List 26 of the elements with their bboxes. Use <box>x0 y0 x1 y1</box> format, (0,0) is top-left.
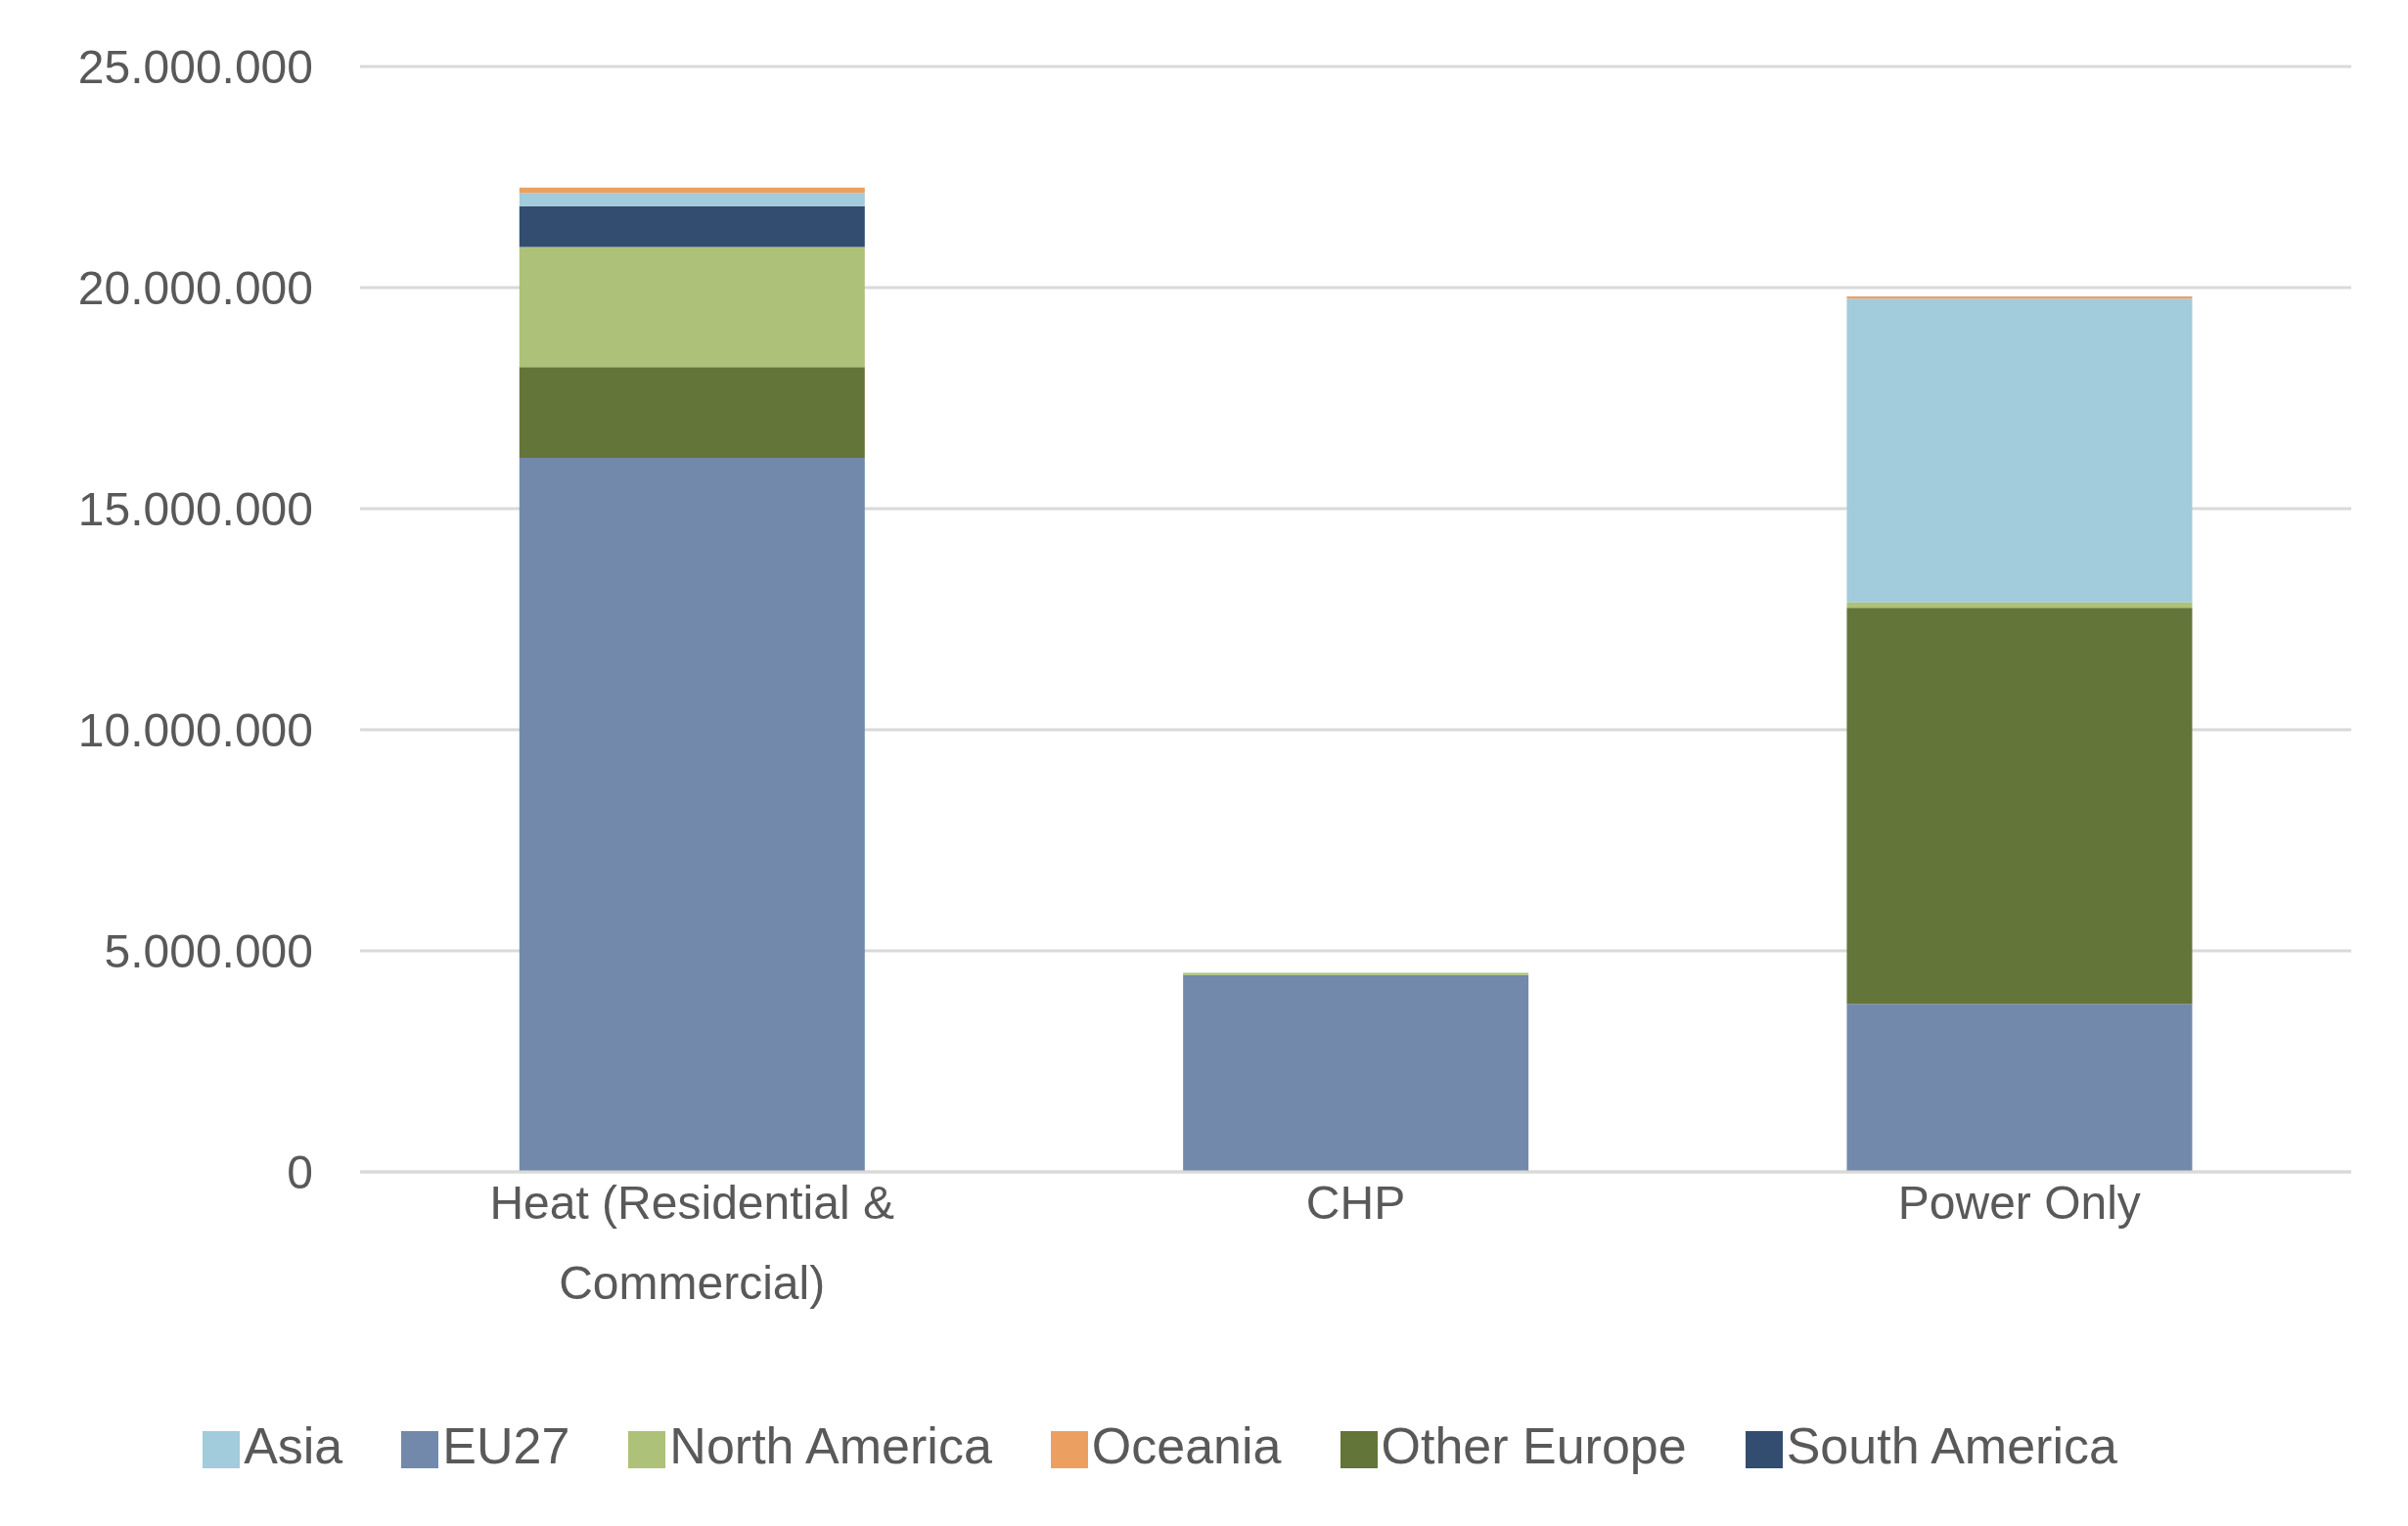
bar <box>1846 607 2193 1005</box>
y-tick-label: 0 <box>287 1146 313 1199</box>
bar <box>519 193 865 206</box>
y-tick-label: 5.000.000 <box>104 925 313 978</box>
bar <box>1846 602 2193 608</box>
x-tick-label: Heat (Residential & Commercial) <box>489 1177 894 1309</box>
y-tick-label: 15.000.000 <box>77 483 313 536</box>
legend-label: South America <box>1786 1417 2117 1474</box>
bar <box>519 247 865 368</box>
bar <box>519 458 865 1172</box>
bar <box>1846 1004 2193 1172</box>
x-tick-label: CHP <box>1305 1177 1406 1229</box>
x-tick-label: Power Only <box>1897 1177 2141 1229</box>
legend-label: Oceania <box>1091 1417 1282 1474</box>
bar <box>1846 298 2193 603</box>
bar <box>1183 974 1529 1172</box>
legend-label: Asia <box>244 1417 343 1474</box>
bar <box>519 367 865 459</box>
y-tick-label: 10.000.000 <box>77 704 313 757</box>
bar <box>519 187 865 194</box>
legend-label: Other Europe <box>1381 1417 1687 1474</box>
y-tick-label: 20.000.000 <box>77 262 313 315</box>
y-tick-label: 25.000.000 <box>77 41 313 94</box>
legend-label: North America <box>669 1417 992 1474</box>
legend-label: EU27 <box>442 1417 570 1474</box>
bar <box>519 205 865 247</box>
